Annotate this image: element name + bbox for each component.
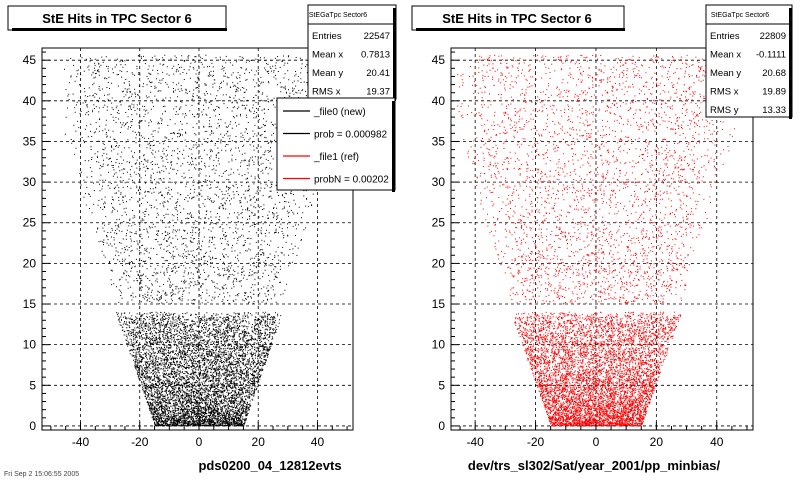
right-stats-label: Mean x (710, 50, 741, 61)
right-y-tick-label: 30 (432, 175, 446, 189)
left-data-points (64, 54, 336, 427)
right-y-tick-label: 0 (438, 419, 445, 433)
left-legend-rows: _file0 (new) prob = 0.000982 _file1 (ref) p… (283, 107, 389, 186)
right-x-tick-label: -20 (527, 435, 545, 449)
left-stats-label: Entries (312, 31, 342, 42)
left-y-tick-label: 15 (23, 297, 37, 311)
left-stats-label: Mean y (312, 68, 343, 79)
left-y-tick-label: 35 (23, 134, 37, 148)
right-hit-points (457, 54, 736, 427)
right-x-tick-label: 20 (650, 435, 664, 449)
right-y-tick-label: 10 (432, 338, 446, 352)
right-stats-label: Mean y (710, 68, 741, 79)
right-stats-value: 13.33 (762, 105, 786, 116)
left-stats-label: Mean x (312, 50, 343, 61)
left-y-tick-label: 45 (23, 53, 37, 67)
left-x-tick-label: 20 (252, 435, 266, 449)
legend-label: prob = 0.000982 (314, 130, 388, 141)
right-y-tick-label: 5 (438, 378, 445, 392)
right-stats-label: Entries (710, 31, 740, 42)
legend-label: probN = 0.00202 (314, 175, 389, 186)
right-stats-value: 22809 (760, 31, 786, 42)
left-stats-value: 22547 (364, 31, 390, 42)
right-stats-value: -0.1111 (756, 50, 786, 61)
right-title-shadow (416, 28, 625, 31)
left-stats-box: StEGaTpc Sector6 Entries 22547 Mean x 0.781… (307, 4, 397, 101)
left-y-tick-label: 40 (23, 94, 37, 108)
left-y-tick-label: 5 (29, 378, 36, 392)
left-hit-points (64, 54, 336, 427)
right-x-tick-label: -40 (466, 435, 484, 449)
left-x-axis-label: pds0200_04_12812evts (198, 458, 341, 473)
left-stats-value: 20.41 (366, 68, 390, 79)
right-y-tick-label: 20 (432, 256, 446, 270)
left-x-tick-label: -20 (131, 435, 149, 449)
left-y-tick-label: 25 (23, 216, 37, 230)
left-y-tick-label: 0 (29, 419, 36, 433)
left-x-tick-label: 40 (311, 435, 325, 449)
legend-label: _file0 (new) (313, 107, 366, 118)
right-y-tick-label: 25 (432, 216, 446, 230)
right-plot-area: -40 -20 0 20 40 0 5 10 15 20 25 30 35 40 45 (432, 47, 754, 449)
right-y-tick-label: 40 (432, 94, 446, 108)
left-y-tick-label: 30 (23, 175, 37, 189)
left-y-tick-label: 10 (23, 338, 37, 352)
left-x-tick-label: 0 (196, 435, 203, 449)
left-stats-value: 19.37 (366, 87, 390, 98)
left-title-shadow (12, 28, 227, 31)
left-title-box (7, 5, 227, 31)
left-stats-name: StEGaTpc Sector6 (309, 12, 367, 19)
right-y-tick-label: 35 (432, 134, 446, 148)
left-x-tick-label: -40 (72, 435, 90, 449)
right-chart-title: StE Hits in TPC Sector 6 (442, 11, 592, 26)
left-legend: _file0 (new) prob = 0.000982 _file1 (ref) p… (276, 97, 396, 192)
left-stats-label: RMS x (312, 87, 341, 98)
left-stats-value: 0.7813 (361, 50, 390, 61)
left-y-tick-label: 20 (23, 256, 37, 270)
right-stats-value: 19.89 (762, 87, 786, 98)
right-stats-rows: Entries 22809 Mean x -0.1111 Mean y 20.68 RMS … (710, 31, 786, 116)
right-data-points (457, 54, 736, 427)
right-x-tick-label: 40 (710, 435, 724, 449)
right-plot-frame (450, 47, 754, 431)
right-stats-box: StEGaTpc Sector6 Entries 22809 Mean x -0.11… (705, 4, 793, 119)
right-stats-value: 20.68 (762, 68, 786, 79)
right-panel: StE Hits in TPC Sector 6 -40 -20 0 20 40 0 5 10… (411, 5, 754, 473)
right-title-box (411, 5, 625, 31)
left-stats-rows: Entries 22547 Mean x 0.7813 Mean y 20.41 RMS x… (312, 31, 390, 98)
right-stats-label: RMS x (710, 87, 739, 98)
legend-label: _file1 (ref) (313, 152, 359, 163)
left-panel: StE Hits in TPC Sector 6 -40 -20 0 20 40 0 5 10… (7, 5, 354, 473)
left-chart-title: StE Hits in TPC Sector 6 (42, 11, 192, 26)
right-stats-label: RMS y (710, 105, 739, 116)
right-y-tick-label: 45 (432, 53, 446, 67)
right-stats-name: StEGaTpc Sector6 (711, 12, 769, 19)
footer-note: Fri Sep 2 15:06:55 2005 (4, 471, 79, 478)
right-y-tick-label: 15 (432, 297, 446, 311)
right-x-axis-label: dev/trs_sl302/Sat/year_2001/pp_minbias/ (468, 458, 721, 473)
right-x-tick-label: 0 (593, 435, 600, 449)
